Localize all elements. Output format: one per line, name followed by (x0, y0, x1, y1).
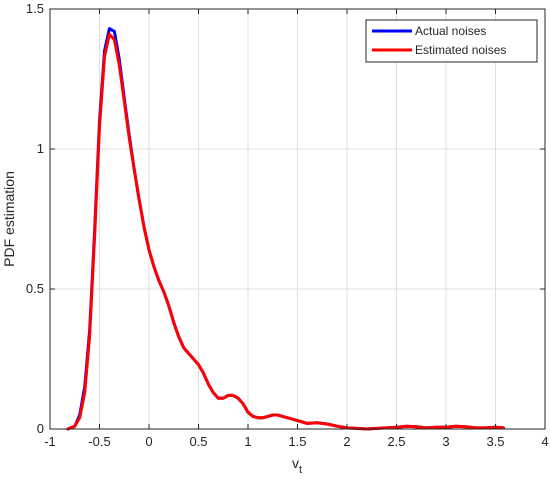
legend-label-actual: Actual noises (415, 24, 486, 38)
x-tick-label: 0 (145, 434, 152, 449)
x-tick-label: 1.5 (288, 434, 306, 449)
x-tick-label: 2.5 (387, 434, 405, 449)
x-tick-label: -0.5 (88, 434, 110, 449)
tick-labels: -1 -0.5 0 0.5 1 1.5 2 2.5 3 3.5 4 0 0.5 1 1.5 (26, 1, 549, 449)
x-tick-label: 4 (541, 434, 548, 449)
x-axis-label-subscript: t (299, 464, 302, 476)
series-group (66, 27, 505, 431)
x-tick-label: 3.5 (486, 434, 504, 449)
x-tick-label: 2 (343, 434, 350, 449)
x-axis-label: vt (292, 455, 302, 476)
legend-box (365, 19, 538, 63)
y-tick-label: 1 (37, 141, 44, 156)
y-tick-label: 1.5 (26, 1, 44, 16)
y-tick-label: 0 (37, 421, 44, 436)
estimated-noises-line (66, 32, 505, 431)
x-tick-label: 0.5 (189, 434, 207, 449)
x-tick-label: 1 (244, 434, 251, 449)
legend: Actual noises Estimated noises (365, 19, 538, 63)
x-tick-label: 3 (442, 434, 449, 449)
y-axis-label: PDF estimation (1, 171, 17, 267)
tick-marks (49, 8, 546, 430)
y-tick-label: 0.5 (26, 281, 44, 296)
legend-label-estimated: Estimated noises (415, 43, 506, 57)
x-tick-label: -1 (44, 434, 56, 449)
